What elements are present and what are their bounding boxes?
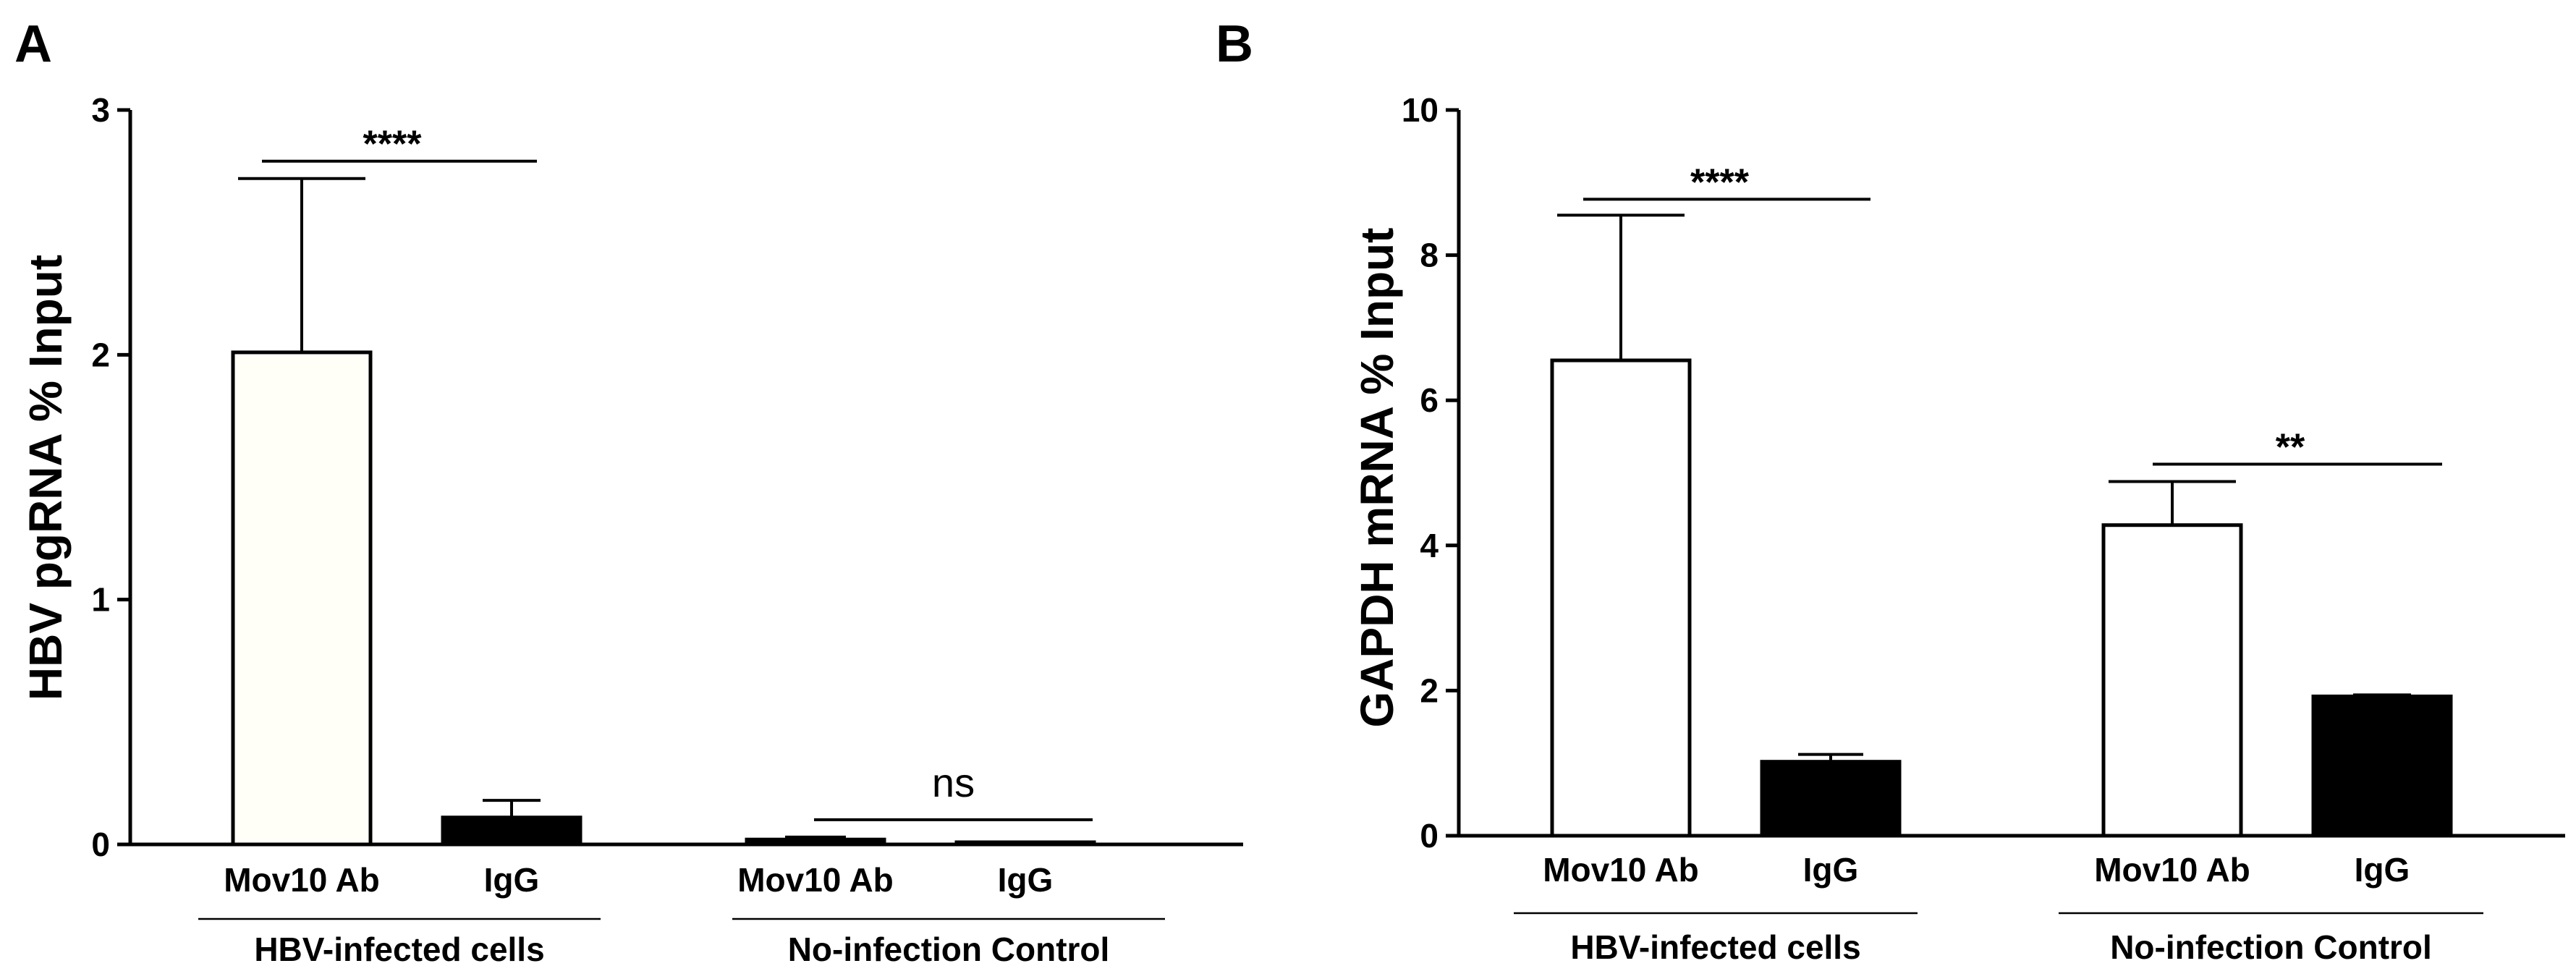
panel-b-category-label: IgG [2355, 851, 2410, 889]
panel-a-y-label: HBV pgRNA % Input [20, 255, 72, 700]
panel-a-y-tick-label: 1 [91, 581, 110, 619]
panel-b-y-tick-label: 10 [1402, 91, 1439, 129]
panel-a-category-label: Mov10 Ab [224, 861, 380, 899]
panel-a-group-label: HBV-infected cells [254, 931, 544, 968]
panel-a-category-label: Mov10 Ab [737, 861, 894, 899]
panel-b-y-label: GAPDH mRNA % Input [1351, 228, 1403, 728]
panel-b-category-label: IgG [1803, 851, 1859, 889]
panel-b-bar [1760, 760, 1902, 838]
panel-a-y-tick-label: 2 [91, 336, 110, 373]
panel-b-bar [2101, 523, 2243, 838]
panel-a-bar [954, 840, 1096, 847]
panel-b-y-tick-label: 0 [1420, 817, 1439, 855]
panel-a-group-label: No-infection Control [788, 931, 1110, 968]
panel-a-category-label: IgG [484, 861, 540, 899]
panel-a-significance-label: ns [932, 760, 975, 805]
panel-a-letter: A [14, 15, 52, 73]
panel-b-significance-label: **** [1690, 161, 1750, 203]
panel-b-category-label: Mov10 Ab [1543, 851, 1699, 889]
panel-a-y-tick-label: 0 [91, 826, 110, 863]
panel-a-bar [745, 837, 886, 847]
panel-b-group-label: No-infection Control [2110, 928, 2432, 966]
panel-b-group-label: HBV-infected cells [1570, 928, 1860, 966]
panel-b-bar [1550, 358, 1692, 838]
panel-a-significance-label: **** [363, 124, 423, 166]
panel-a-category-label: IgG [998, 861, 1054, 899]
panel-b-y-tick-label: 6 [1420, 381, 1439, 419]
panel-b-y-tick-label: 8 [1420, 237, 1439, 274]
panel-a-bar [231, 350, 373, 847]
panel-b-category-label: Mov10 Ab [2094, 851, 2250, 889]
panel-b-y-tick-label: 2 [1420, 671, 1439, 709]
panel-b-y-tick-label: 4 [1420, 527, 1439, 564]
panel-a-y-tick-label: 3 [91, 91, 110, 129]
panel-b-letter: B [1216, 15, 1253, 73]
panel-b-bar [2311, 694, 2453, 838]
panel-a-bar [441, 815, 582, 847]
panel-b-significance-label: ** [2276, 427, 2305, 469]
